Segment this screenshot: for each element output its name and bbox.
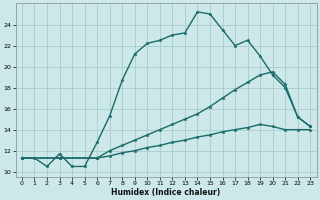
X-axis label: Humidex (Indice chaleur): Humidex (Indice chaleur) (111, 188, 221, 197)
